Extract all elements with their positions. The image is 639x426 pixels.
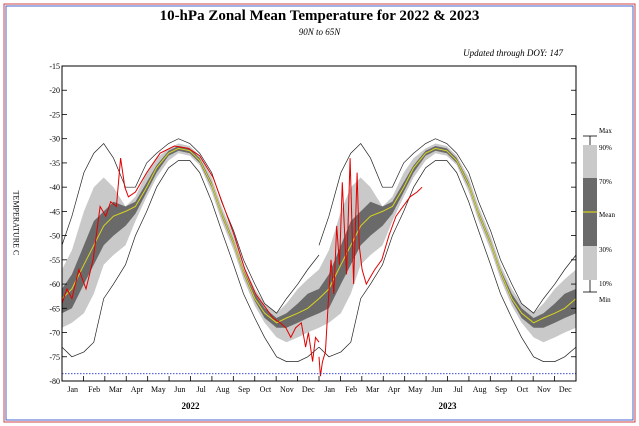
y-tick-label: -60 bbox=[49, 280, 60, 289]
x-tick-label: Dec bbox=[302, 385, 315, 394]
legend-label: 10% bbox=[599, 280, 612, 288]
updated-note: Updated through DOY: 147 bbox=[463, 48, 563, 58]
x-tick-label: Mar bbox=[109, 385, 123, 394]
y-tick-label: -70 bbox=[49, 329, 60, 338]
x-tick-label: May bbox=[408, 385, 423, 394]
x-tick-label: Oct bbox=[260, 385, 272, 394]
x-tick-label: Jun bbox=[431, 385, 442, 394]
band-30-70-1 bbox=[319, 146, 576, 328]
max-line-0 bbox=[61, 138, 320, 314]
plot-area: -15 -20 -25 -30 -35 -40 -45 -50 -55 -60 -65 -70 -75 -… bbox=[49, 62, 577, 411]
y-tick-label: -50 bbox=[49, 232, 60, 241]
x-tick-label: Nov bbox=[280, 385, 294, 394]
y-tick-label: -80 bbox=[49, 377, 60, 386]
y-tick-label: -35 bbox=[49, 159, 60, 168]
x-tick-label: Sep bbox=[238, 385, 250, 394]
legend: Max 90% 70% Mean 30% 10% Min bbox=[583, 127, 615, 304]
x-tick-label: Dec bbox=[559, 385, 572, 394]
legend-label: Min bbox=[599, 296, 611, 304]
series-2022-line bbox=[61, 145, 320, 362]
x-tick-label: Jun bbox=[174, 385, 185, 394]
legend-label: 90% bbox=[599, 144, 612, 152]
year-label: 2022 bbox=[182, 401, 201, 411]
x-tick-label: Jul bbox=[197, 385, 207, 394]
x-tick-label: Jan bbox=[324, 385, 335, 394]
series-2023-line bbox=[318, 158, 423, 377]
y-axis-label: TEMPERATURE C bbox=[11, 190, 21, 256]
mean-line-0 bbox=[61, 147, 320, 324]
x-tick-label: Oct bbox=[517, 385, 529, 394]
y-tick-label: -25 bbox=[49, 110, 60, 119]
max-line-1 bbox=[318, 138, 577, 314]
y-tick-label: -20 bbox=[49, 86, 60, 95]
x-tick-label: Aug bbox=[216, 385, 230, 394]
x-tick-label: Aug bbox=[473, 385, 487, 394]
y-tick-label: -45 bbox=[49, 207, 60, 216]
band-30-70-0 bbox=[62, 146, 319, 328]
x-tick-label: Feb bbox=[345, 385, 357, 394]
plot-border bbox=[61, 65, 577, 382]
legend-label: Max bbox=[599, 127, 612, 135]
legend-label: 30% bbox=[599, 246, 612, 254]
legend-label: 70% bbox=[599, 178, 612, 186]
x-tick-label: Apr bbox=[131, 385, 144, 394]
y-tick-label: -55 bbox=[49, 256, 60, 265]
x-tick-label: Sep bbox=[495, 385, 507, 394]
mean-line-1 bbox=[318, 147, 577, 324]
year-label: 2023 bbox=[439, 401, 458, 411]
y-tick-label: -15 bbox=[49, 62, 60, 71]
y-tick-label: -40 bbox=[49, 183, 60, 192]
x-tick-label: Jul bbox=[454, 385, 464, 394]
x-tick-label: Mar bbox=[366, 385, 380, 394]
chart-subtitle: 90N to 65N bbox=[298, 27, 341, 37]
legend-label: Mean bbox=[599, 211, 615, 219]
x-tick-label: Jan bbox=[67, 385, 78, 394]
min-line-0 bbox=[61, 160, 320, 362]
y-tick-label: -65 bbox=[49, 304, 60, 313]
x-tick-label: May bbox=[151, 385, 166, 394]
x-tick-label: Nov bbox=[537, 385, 551, 394]
chart-title: 10-hPa Zonal Mean Temperature for 2022 &… bbox=[159, 8, 480, 24]
band-10-90-1 bbox=[319, 143, 576, 343]
y-tick-label: -30 bbox=[49, 135, 60, 144]
min-line-1 bbox=[318, 160, 577, 362]
x-tick-label: Apr bbox=[388, 385, 401, 394]
y-tick-label: -75 bbox=[49, 353, 60, 362]
x-tick-label: Feb bbox=[88, 385, 100, 394]
